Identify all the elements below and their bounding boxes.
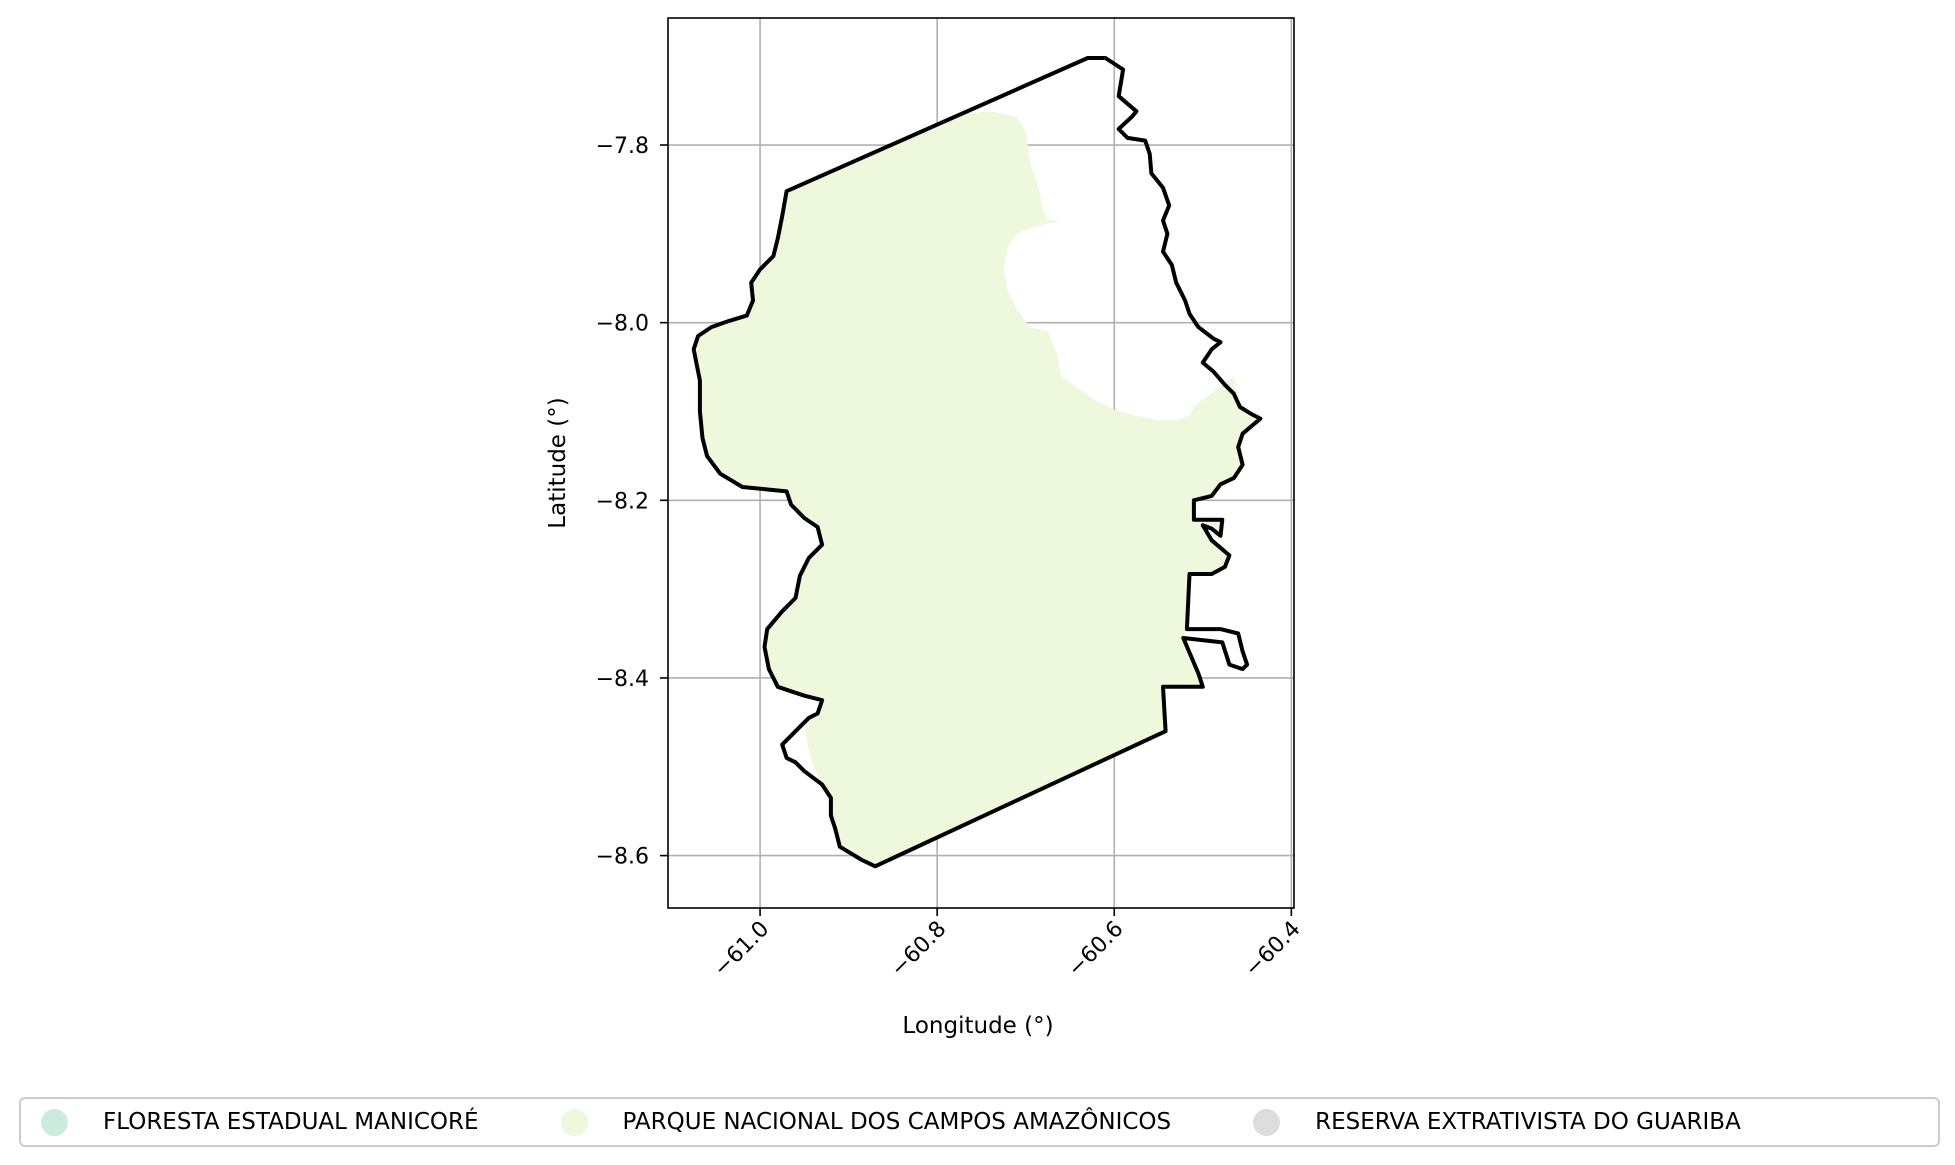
legend-label: FLORESTA ESTADUAL MANICORÉ (103, 1109, 479, 1135)
y-tick-label: −8.0 (596, 312, 649, 337)
y-tick-label: −8.6 (596, 845, 649, 870)
legend-item: FLORESTA ESTADUAL MANICORÉ (41, 1108, 479, 1136)
legend-item: RESERVA EXTRATIVISTA DO GUARIBA (1253, 1108, 1741, 1136)
x-tick-label: −60.8 (886, 917, 951, 982)
legend-swatch (41, 1108, 68, 1136)
x-tick-label: −60.4 (1240, 917, 1305, 982)
legend: FLORESTA ESTADUAL MANICORÉ PARQUE NACIONA… (19, 1097, 1940, 1147)
x-tick-label: −61.0 (709, 917, 774, 982)
y-tick-label: −8.4 (596, 667, 649, 692)
protected-areas (693, 111, 1261, 867)
legend-item: PARQUE NACIONAL DOS CAMPOS AMAZÔNICOS (560, 1108, 1172, 1136)
legend-label: PARQUE NACIONAL DOS CAMPOS AMAZÔNICOS (622, 1109, 1172, 1135)
region-boundary (691, 56, 1263, 869)
boundary-outline (691, 56, 1263, 869)
x-tick-label: −60.6 (1063, 917, 1128, 982)
legend-label: RESERVA EXTRATIVISTA DO GUARIBA (1315, 1109, 1741, 1135)
y-tick-label: −8.2 (596, 489, 649, 514)
legend-swatch (1253, 1108, 1281, 1136)
plot-area-frame (667, 17, 1295, 909)
y-tick-label: −7.8 (596, 134, 649, 159)
area-2 (693, 111, 1261, 867)
y-axis-label: Latitude (°) (545, 397, 571, 528)
legend-swatch (560, 1108, 588, 1136)
x-axis-label: Longitude (°) (902, 1013, 1053, 1039)
